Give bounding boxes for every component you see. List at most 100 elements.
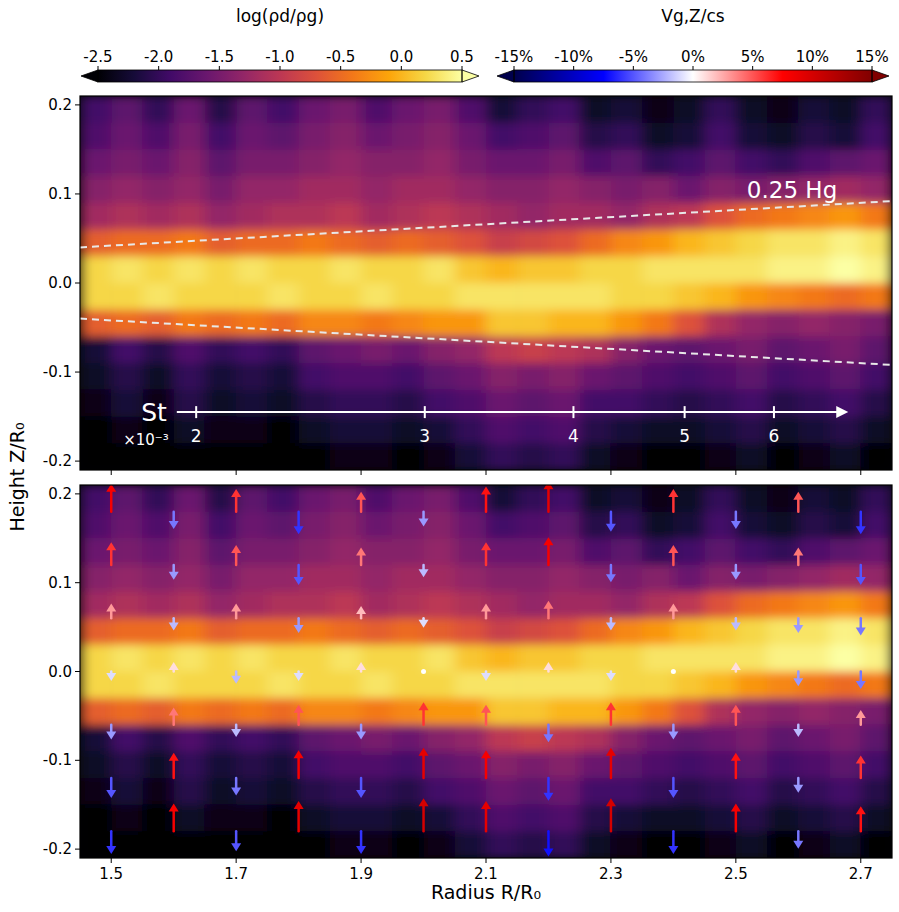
heatmap-cell	[673, 485, 705, 512]
velocity-arrow	[793, 672, 803, 687]
heatmap-cell	[486, 149, 518, 176]
heatmap-cell	[486, 283, 518, 310]
velocity-arrow-shaft	[610, 755, 613, 778]
x-tick	[735, 470, 736, 475]
velocity-arrow	[793, 831, 803, 848]
heatmap-cell	[361, 96, 393, 123]
velocity-arrow-head	[294, 526, 304, 534]
heatmap-cell	[330, 283, 362, 310]
velocity-arrow-head	[356, 606, 366, 614]
velocity-arrow	[481, 750, 491, 778]
heatmap-cell	[392, 512, 424, 539]
heatmap-cell	[861, 336, 892, 363]
heatmap-cell	[642, 512, 674, 539]
heatmap-cell	[767, 645, 799, 672]
heatmap-cell	[642, 96, 674, 123]
stokes-tick	[572, 406, 574, 418]
heatmap-cell	[736, 565, 768, 592]
heatmap-cell	[486, 698, 518, 725]
heatmap-cell	[705, 565, 737, 592]
heatmap-cell	[705, 149, 737, 176]
velocity-arrow-head	[606, 574, 616, 582]
heatmap-cell	[736, 618, 768, 645]
colorbar-tick	[280, 66, 281, 70]
velocity-arrow	[419, 702, 429, 725]
plot-frame	[80, 485, 892, 858]
velocity-arrow-shaft	[797, 672, 800, 680]
heatmap-cell	[236, 149, 268, 176]
heatmap-cell	[611, 485, 643, 512]
heatmap-cell	[580, 203, 612, 230]
heatmap-cell	[611, 672, 643, 699]
heatmap-cell	[736, 538, 768, 565]
velocity-arrow	[294, 565, 304, 585]
velocity-arrow	[106, 542, 116, 565]
y-tick-label: 0.0	[48, 663, 72, 681]
heatmap-cell	[111, 805, 143, 832]
colorbar-tick	[752, 66, 753, 70]
heatmap-cell	[736, 283, 768, 310]
heatmap-cell	[142, 538, 174, 565]
heatmap-cell	[142, 618, 174, 645]
heatmap-cell	[424, 645, 456, 672]
heatmap-cell	[111, 725, 143, 752]
heatmap-cell	[455, 672, 487, 699]
velocity-arrow-shaft	[235, 552, 238, 565]
heatmap-cell	[798, 538, 830, 565]
heatmap-cell	[611, 645, 643, 672]
heatmap-cell	[236, 698, 268, 725]
heatmap-cell	[486, 485, 518, 512]
heatmap-cell	[174, 725, 206, 752]
heatmap-cell	[392, 592, 424, 619]
velocity-arrow-shaft	[485, 549, 488, 565]
velocity-arrow	[231, 831, 241, 851]
stokes-tick-label: 4	[568, 426, 579, 446]
heatmap-cell	[767, 443, 799, 470]
heatmap-cell	[455, 176, 487, 203]
heatmap-cell	[798, 751, 830, 778]
velocity-arrow-head	[668, 846, 678, 854]
stokes-axis	[177, 411, 840, 413]
heatmap-cell	[861, 592, 892, 619]
scale-height-label: 0.25 Hg	[747, 177, 837, 203]
heatmap-cell	[330, 592, 362, 619]
heatmap-cell	[517, 123, 549, 150]
heatmap-cell	[299, 176, 331, 203]
velocity-arrow	[294, 801, 304, 831]
heatmap-cell	[455, 310, 487, 337]
heatmap-cell	[861, 256, 892, 283]
heatmap-cell	[424, 725, 456, 752]
heatmap-cell	[642, 672, 674, 699]
heatmap-cell	[174, 805, 206, 832]
velocity-arrow-head	[793, 492, 803, 500]
y-axis-title: Height Z/R₀	[6, 422, 28, 531]
velocity-arrow-head	[856, 806, 866, 814]
heatmap-cell	[767, 283, 799, 310]
heatmap-cell	[424, 149, 456, 176]
heatmap-cell	[330, 751, 362, 778]
heatmap-cell	[455, 725, 487, 752]
heatmap-cell	[299, 256, 331, 283]
heatmap-cell	[861, 831, 892, 858]
heatmap-cell	[705, 592, 737, 619]
heatmap-cell	[455, 618, 487, 645]
heatmap-cell	[205, 485, 237, 512]
velocity-arrow-shaft	[297, 512, 300, 528]
velocity-arrow-head	[419, 702, 429, 710]
velocity-arrow-shaft	[110, 778, 113, 791]
heatmap-cell	[455, 336, 487, 363]
heatmap-cell	[798, 805, 830, 832]
heatmap-cell	[642, 283, 674, 310]
velocity-arrow-shaft	[110, 725, 113, 733]
heatmap-cell	[580, 592, 612, 619]
x-tick	[860, 470, 861, 475]
velocity-arrow-head	[481, 542, 491, 550]
heatmap-cell	[580, 417, 612, 444]
heatmap-cell	[611, 778, 643, 805]
heatmap-cell	[361, 512, 393, 539]
velocity-arrow	[668, 545, 678, 565]
heatmap-cell	[705, 751, 737, 778]
heatmap-cell	[611, 123, 643, 150]
y-tick-label: 0.1	[48, 185, 72, 203]
velocity-arrow	[731, 753, 741, 778]
